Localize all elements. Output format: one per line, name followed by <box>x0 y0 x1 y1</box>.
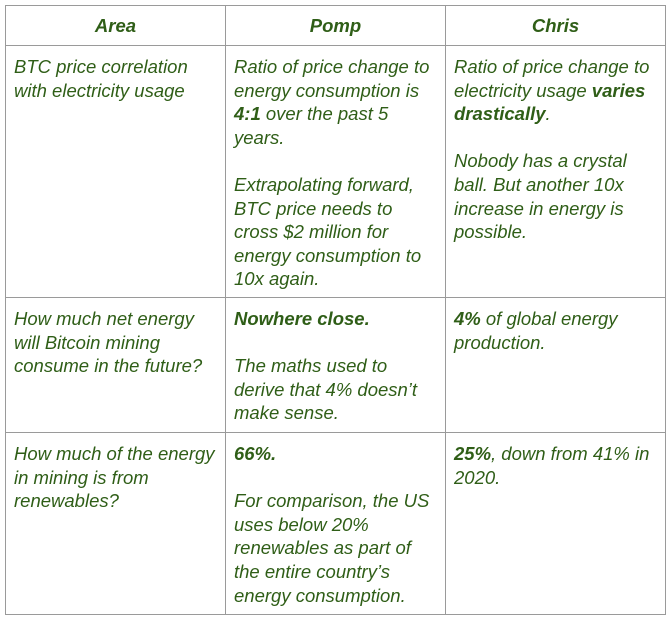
text-run: of global energy production. <box>454 308 618 353</box>
table-cell: How much net energy will Bitcoin mining … <box>5 297 226 433</box>
table-cell: Ratio of price change to electricity usa… <box>445 45 666 298</box>
header-row: Area Pomp Chris <box>5 5 666 46</box>
paragraph: Extrapolating forward, BTC price needs t… <box>234 173 437 291</box>
bold-text: Nowhere close. <box>234 308 370 329</box>
bold-text: varies drastically <box>454 79 646 125</box>
text-run: over the past 5 years. <box>234 103 389 148</box>
text-run: BTC price correlation with electricity u… <box>14 56 188 101</box>
text-run: For comparison, the US uses below 20% re… <box>234 490 430 606</box>
text-run: How much of the energy in mining is from… <box>14 443 215 512</box>
header-cell: Chris <box>445 5 666 46</box>
bold-text: 4% <box>454 308 481 329</box>
bold-text: 4:1 <box>234 103 261 125</box>
paragraph: For comparison, the US uses below 20% re… <box>234 489 437 607</box>
bold-text: 25% <box>454 443 492 464</box>
bold-text: 66%. <box>234 443 277 464</box>
table-cell: BTC price correlation with electricity u… <box>5 45 226 298</box>
paragraph: How much of the energy in mining is from… <box>14 442 217 513</box>
paragraph: Nobody has a crystal ball. But another 1… <box>454 149 657 243</box>
paragraph: Nowhere close. <box>234 307 437 331</box>
text-run: Nobody has a crystal ball. But another 1… <box>454 150 627 243</box>
text-run: , down from 41% in 2020. <box>454 443 650 488</box>
table-cell: Nowhere close. The maths used to derive t… <box>225 297 446 433</box>
paragraph: How much net energy will Bitcoin mining … <box>14 307 217 378</box>
paragraph: 25%, down from 41% in 2020. <box>454 442 657 489</box>
paragraph: Ratio of price change to energy consumpt… <box>234 55 437 149</box>
paragraph: The maths used to derive that 4% doesn’t… <box>234 354 437 425</box>
text-run: Ratio of price change to electricity usa… <box>454 56 650 101</box>
table-row: How much of the energy in mining is from… <box>5 432 666 615</box>
text-run: How much net energy will Bitcoin mining … <box>14 308 203 377</box>
text-run: Ratio of price change to energy consumpt… <box>234 56 430 101</box>
header-cell: Area <box>5 5 226 46</box>
comparison-table: Area Pomp Chris BTC price correlation with… <box>5 5 666 615</box>
table-cell: How much of the energy in mining is from… <box>5 432 226 615</box>
text-run: The maths used to derive that 4% doesn’t… <box>234 355 418 424</box>
paragraph: Ratio of price change to electricity usa… <box>454 55 657 126</box>
table-cell: Ratio of price change to energy consumpt… <box>225 45 446 298</box>
header-cell: Pomp <box>225 5 446 46</box>
text-run: Extrapolating forward, BTC price needs t… <box>234 173 422 290</box>
paragraph: BTC price correlation with electricity u… <box>14 55 217 102</box>
table-cell: 66%. For comparison, the US uses below 20… <box>225 432 446 615</box>
table-body: BTC price correlation with electricity u… <box>5 45 666 615</box>
paragraph: 66%. <box>234 442 437 466</box>
table-cell: 25%, down from 41% in 2020. <box>445 432 666 615</box>
table-row: BTC price correlation with electricity u… <box>5 45 666 298</box>
table-cell: 4% of global energy production. <box>445 297 666 433</box>
text-run: . <box>545 103 551 125</box>
paragraph: 4% of global energy production. <box>454 307 657 354</box>
table-row: How much net energy will Bitcoin mining … <box>5 297 666 433</box>
